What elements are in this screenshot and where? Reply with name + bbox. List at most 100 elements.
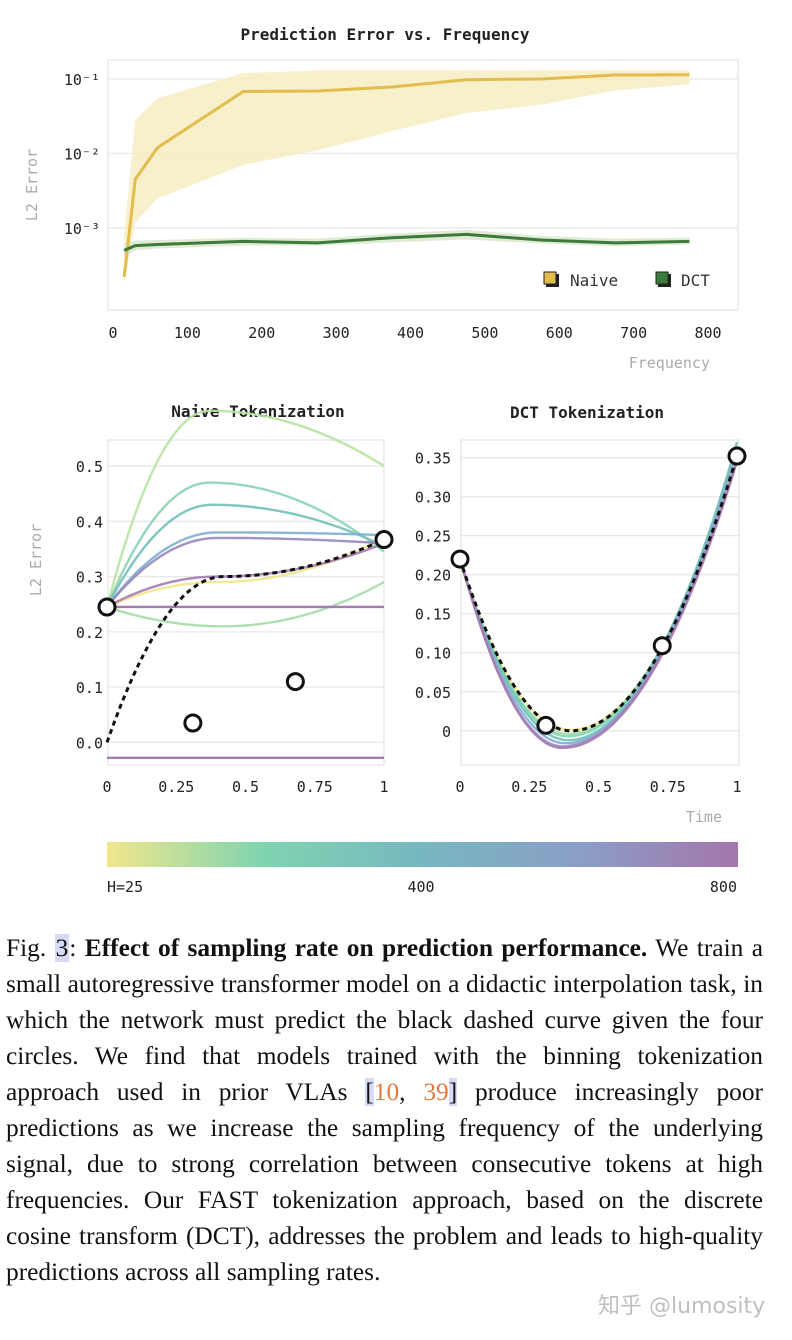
- caption-bracket-open: [: [365, 1078, 374, 1106]
- dct-xtick-label: 1: [732, 778, 741, 796]
- naive-context-point: [374, 530, 394, 550]
- naive-context-point: [97, 597, 117, 617]
- dct-ytick-label: 0: [442, 723, 451, 741]
- caption-figure-link[interactable]: 3: [54, 934, 70, 962]
- naive-prediction-line: [106, 531, 385, 608]
- caption-bracket-close: ]: [448, 1078, 458, 1106]
- frequency-chart-legend: Naive DCT: [543, 271, 710, 290]
- naive-xtick-label: 0.75: [297, 778, 333, 796]
- colorbar-bar: [107, 842, 738, 867]
- series-line-dct: [123, 232, 690, 252]
- dct-context-point: [450, 549, 470, 569]
- naive-context-point: [285, 672, 305, 692]
- dct-prediction-line: [458, 461, 739, 750]
- frequency-xtick-label: 400: [397, 324, 424, 342]
- band-naive: [124, 70, 690, 284]
- frequency-chart-title: Prediction Error vs. Frequency: [241, 25, 530, 44]
- naive-ytick-label: 0.0: [76, 734, 103, 752]
- caption-citation-separator: ,: [399, 1078, 424, 1106]
- legend-label-naive: Naive: [570, 271, 618, 290]
- dct-chart-grid: [461, 456, 739, 732]
- watermark: 知乎 @lumosity: [598, 1294, 766, 1319]
- naive-prediction-line: [105, 409, 385, 608]
- dct-chart-lines: [458, 441, 739, 750]
- naive-xtick-label: 0.5: [232, 778, 259, 796]
- dct-context-point: [727, 446, 747, 466]
- frequency-xtick-label: 300: [323, 324, 350, 342]
- frequency-chart-xlabel: Frequency: [629, 354, 710, 372]
- legend-swatch-naive: [543, 271, 557, 285]
- legend-swatch-dct: [655, 271, 669, 285]
- colorbar-label-min: H=25: [107, 878, 143, 896]
- legend-item-dct: DCT: [655, 271, 710, 290]
- dct-ytick-label: 0.30: [415, 489, 451, 507]
- naive-xtick-label: 0.25: [158, 778, 194, 796]
- dct-chart-ticks: 0.35 0.30 0.25 0.20 0.15 0.10 0.05 0 0 0.25 0.5 0.7…: [415, 450, 742, 796]
- caption-colon: :: [69, 934, 85, 962]
- dct-xtick-label: 0.75: [650, 778, 686, 796]
- dct-prediction-line: [458, 449, 739, 745]
- naive-ytick-label: 0.1: [76, 679, 103, 697]
- naive-context-point: [183, 713, 203, 733]
- dct-xtick-label: 0.25: [511, 778, 547, 796]
- dct-ytick-label: 0.15: [415, 606, 451, 624]
- naive-prediction-line: [106, 536, 385, 608]
- naive-chart-target: [105, 538, 385, 743]
- caption-fig-label: Fig.: [6, 934, 55, 962]
- series-line-naive: [122, 73, 690, 278]
- dct-chart: DCT Tokenization Time 0.350.300.250.200.…: [415, 403, 747, 826]
- dct-ytick-label: 0.05: [415, 684, 451, 702]
- frequency-xtick-label: 700: [620, 324, 647, 342]
- caption-citation-39[interactable]: 39: [423, 1078, 449, 1106]
- naive-ytick-label: 0.4: [76, 513, 103, 531]
- colorbar-label-max: 800: [710, 878, 737, 896]
- frequency-chart-ticks: 10⁻¹ 10⁻² 10⁻³ 0 100 200 300 400 500 600 700 800: [64, 71, 722, 342]
- caption-body-1: We train a small autoregressive transfor…: [6, 934, 763, 1106]
- naive-chart-ylabel: L2 Error: [27, 524, 45, 596]
- band-dct: [124, 229, 690, 258]
- naive-prediction-line: [106, 536, 385, 609]
- dct-target-dashed-curve: [458, 455, 739, 733]
- naive-prediction-line: [105, 481, 385, 608]
- dct-chart-title: DCT Tokenization: [510, 403, 664, 422]
- frequency-chart-lines: [122, 73, 690, 278]
- legend-item-naive: Naive: [543, 271, 618, 290]
- figure-caption: Fig. 3: Effect of sampling rate on predi…: [6, 930, 763, 1290]
- frequency-chart-frame: [107, 59, 739, 311]
- frequency-ytick-label: 10⁻²: [64, 146, 100, 164]
- naive-xtick-label: 0: [102, 778, 111, 796]
- frequency-chart-ylabel: L2 Error: [23, 149, 41, 221]
- dct-ytick-label: 0.25: [415, 528, 451, 546]
- caption-body-2: produce increasingly poor predictions as…: [6, 1078, 763, 1286]
- naive-chart-title: Naive Tokenization: [171, 402, 344, 421]
- dct-ytick-label: 0.10: [415, 645, 451, 663]
- naive-ytick-label: 0.3: [76, 569, 103, 587]
- frequency-xtick-label: 500: [471, 324, 498, 342]
- dct-context-point: [652, 636, 672, 656]
- dct-ytick-label: 0.20: [415, 567, 451, 585]
- dct-prediction-line: [458, 458, 739, 748]
- naive-chart-ticks: 0.5 0.4 0.3 0.2 0.1 0.0 0 0.25 0.5 0.75 1: [76, 458, 389, 796]
- naive-prediction-line: [106, 581, 385, 628]
- dct-chart-frame: [460, 439, 740, 766]
- naive-chart: Naive Tokenization L2 Error 0.5 0.4 0.3 0.2…: [27, 402, 394, 796]
- colorbar-label-mid: 400: [407, 878, 434, 896]
- frequency-ytick-label: 10⁻¹: [64, 71, 100, 89]
- dct-chart-target: [458, 455, 739, 733]
- dct-xtick-label: 0.5: [585, 778, 612, 796]
- dct-xtick-label: 0: [455, 778, 464, 796]
- caption-title: Effect of sampling rate on prediction pe…: [84, 934, 648, 962]
- dct-context-point: [536, 715, 556, 735]
- frequency-xtick-label: 800: [694, 324, 721, 342]
- frequency-xtick-label: 600: [546, 324, 573, 342]
- frequency-ytick-label: 10⁻³: [64, 220, 100, 238]
- naive-ytick-label: 0.2: [76, 624, 103, 642]
- dct-prediction-line: [458, 445, 739, 738]
- colorbar: H=25 400 800: [107, 842, 738, 896]
- frequency-xtick-label: 0: [108, 324, 117, 342]
- naive-chart-points: [97, 530, 394, 733]
- frequency-xtick-label: 100: [174, 324, 201, 342]
- naive-prediction-line: [105, 503, 385, 608]
- caption-citation-10[interactable]: 10: [373, 1078, 400, 1106]
- dct-chart-points: [450, 446, 747, 735]
